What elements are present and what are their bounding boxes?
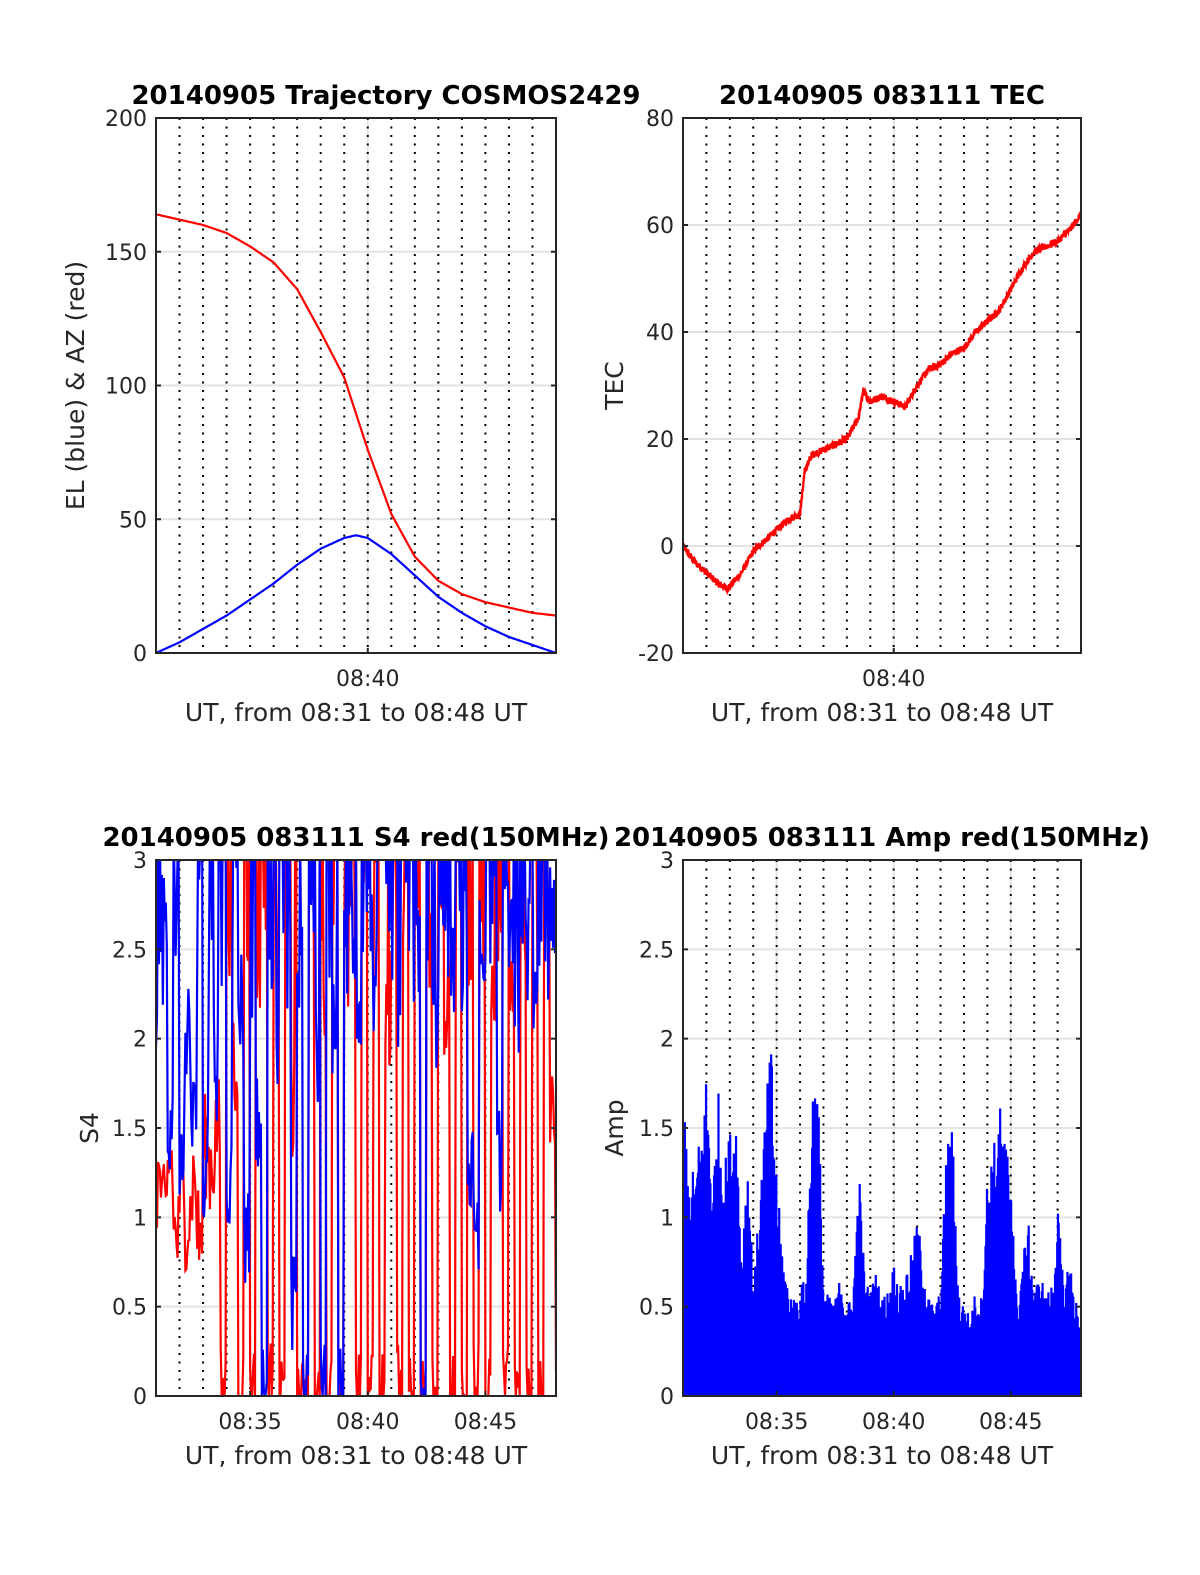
series-line-tec (683, 211, 1081, 596)
x-axis-label: UT, from 08:31 to 08:48 UT (185, 698, 528, 727)
x-tick-label: 08:40 (862, 667, 925, 692)
chart-title: 20140905 083111 S4 red(150MHz) (102, 823, 609, 853)
y-tick-label: 0.5 (639, 1296, 674, 1321)
y-axis-label: S4 (75, 1112, 104, 1144)
x-tick-label: 08:35 (218, 1410, 281, 1435)
axes-box (682, 117, 1082, 654)
y-tick-label: 80 (646, 107, 674, 132)
y-tick-label: 20 (646, 428, 674, 453)
x-axis-label: UT, from 08:31 to 08:48 UT (711, 698, 1054, 727)
y-tick-label: 200 (105, 107, 147, 132)
subplot-1: 0 50 100 150 200 08:40 UT, from 08:31 to 08:48… (61, 81, 641, 727)
plot-area (683, 1054, 1081, 1396)
y-tick-label: 3 (660, 849, 674, 874)
y-tick-label: 1.5 (112, 1117, 147, 1142)
series-line-el (156, 534, 556, 653)
y-tick-label: 100 (105, 375, 147, 400)
y-tick-label: 60 (646, 214, 674, 239)
plot-area (683, 211, 1081, 596)
y-tick-label: 0 (660, 1385, 674, 1410)
x-tick-label: 08:40 (336, 667, 399, 692)
series-line-az (156, 213, 556, 617)
y-tick-label: 1 (660, 1206, 674, 1231)
y-axis-label: EL (blue) & AZ (red) (61, 261, 90, 510)
plot-area (156, 213, 556, 653)
y-tick-label: 2.5 (639, 938, 674, 963)
y-tick-label: -20 (638, 642, 674, 667)
y-tick-label: 1.5 (639, 1117, 674, 1142)
amp-bars (683, 1054, 1081, 1396)
y-axis-label: Amp (600, 1099, 629, 1156)
x-tick-label: 08:40 (336, 1410, 399, 1435)
y-tick-label: 40 (646, 321, 674, 346)
chart-title: 20140905 083111 Amp red(150MHz) (614, 823, 1150, 853)
y-tick-label: 2 (133, 1028, 147, 1053)
subplot-2: -20 0 20 40 60 80 08:40 UT, from 08:31 to 08:48… (600, 81, 1082, 727)
chart-title: 20140905 083111 TEC (719, 81, 1045, 111)
subplot-4: 0 0.5 1 1.5 2 2.5 3 08:35 08:40 08:45 UT, from 08:… (600, 823, 1150, 1470)
series-line-blue (156, 860, 556, 1396)
y-tick-label: 3 (133, 849, 147, 874)
y-axis-label: TEC (600, 361, 629, 411)
y-tick-label: 50 (119, 508, 147, 533)
chart-title: 20140905 Trajectory COSMOS2429 (131, 81, 640, 111)
x-tick-label: 08:45 (979, 1410, 1042, 1435)
x-tick-label: 08:35 (745, 1410, 808, 1435)
x-tick-label: 08:40 (862, 1410, 925, 1435)
y-tick-label: 0 (133, 642, 147, 667)
y-tick-label: 2 (660, 1028, 674, 1053)
y-tick-label: 2.5 (112, 938, 147, 963)
x-axis-label: UT, from 08:31 to 08:48 UT (185, 1441, 528, 1470)
y-tick-label: 0 (660, 535, 674, 560)
subplot-3: 0 0.5 1 1.5 2 2.5 3 08:35 08:40 08:45 UT, from 08:… (75, 823, 610, 1470)
series-line-red (156, 860, 556, 1396)
y-tick-label: 0.5 (112, 1296, 147, 1321)
y-tick-label: 150 (105, 241, 147, 266)
x-axis-label: UT, from 08:31 to 08:48 UT (711, 1441, 1054, 1470)
y-tick-label: 1 (133, 1206, 147, 1231)
y-tick-label: 0 (133, 1385, 147, 1410)
x-tick-label: 08:45 (454, 1410, 517, 1435)
plot-area (156, 860, 556, 1396)
